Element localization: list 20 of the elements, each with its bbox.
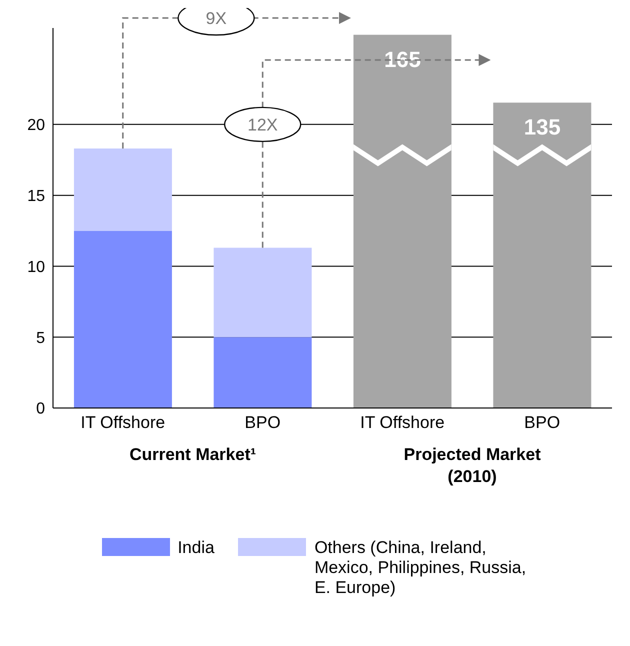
bar — [74, 230, 172, 408]
bar — [214, 337, 312, 408]
x-tick-label: IT Offshore — [360, 413, 445, 432]
y-tick-label: 10 — [27, 258, 46, 276]
bar — [74, 148, 172, 231]
legend-label: Others (China, Ireland, Mexico, Philippines, Russia, E. Europe) — [314, 538, 528, 598]
x-tick-label: IT Offshore — [80, 413, 166, 432]
data-label: 135 — [524, 114, 561, 140]
y-tick-label: 15 — [27, 188, 46, 205]
annotation: 12X — [248, 115, 278, 134]
text: Current Market¹ — [129, 445, 256, 464]
data-label: 165 — [384, 46, 421, 72]
legend-label: India — [178, 538, 214, 558]
x-tick-label: BPO — [524, 413, 560, 432]
y-tick-label: 20 — [27, 117, 46, 134]
bar — [214, 248, 312, 338]
x-tick-label: BPO — [244, 413, 281, 432]
y-tick-label: 5 — [36, 330, 46, 347]
y-tick-label: 0 — [36, 400, 46, 418]
text: Projected Market (2010) — [404, 445, 542, 486]
